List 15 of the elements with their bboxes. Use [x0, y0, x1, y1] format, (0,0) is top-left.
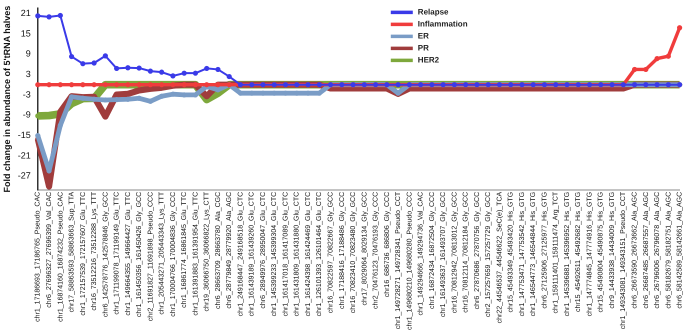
y-axis-title: Fold change in abundance of 5'tRNA halves [2, 6, 12, 193]
legend-label: Inflammation [418, 20, 468, 29]
y-tick-label: -9 [22, 110, 31, 120]
y-tick-label: -15 [18, 130, 31, 140]
y-tick-label: 3 [26, 69, 31, 80]
legend-label: ER [418, 32, 430, 41]
y-tick-label: 9 [26, 48, 31, 59]
y-tick-label: -27 [18, 170, 31, 181]
y-tick-label: 21 [20, 8, 31, 18]
y-tick-label: -3 [22, 89, 31, 100]
y-tick-label: 15 [20, 28, 31, 38]
legend-label: PR [418, 44, 430, 53]
legend-label: HER2 [418, 56, 440, 65]
legend-label: Relapse [418, 8, 450, 17]
y-tick-label: -21 [18, 150, 31, 160]
